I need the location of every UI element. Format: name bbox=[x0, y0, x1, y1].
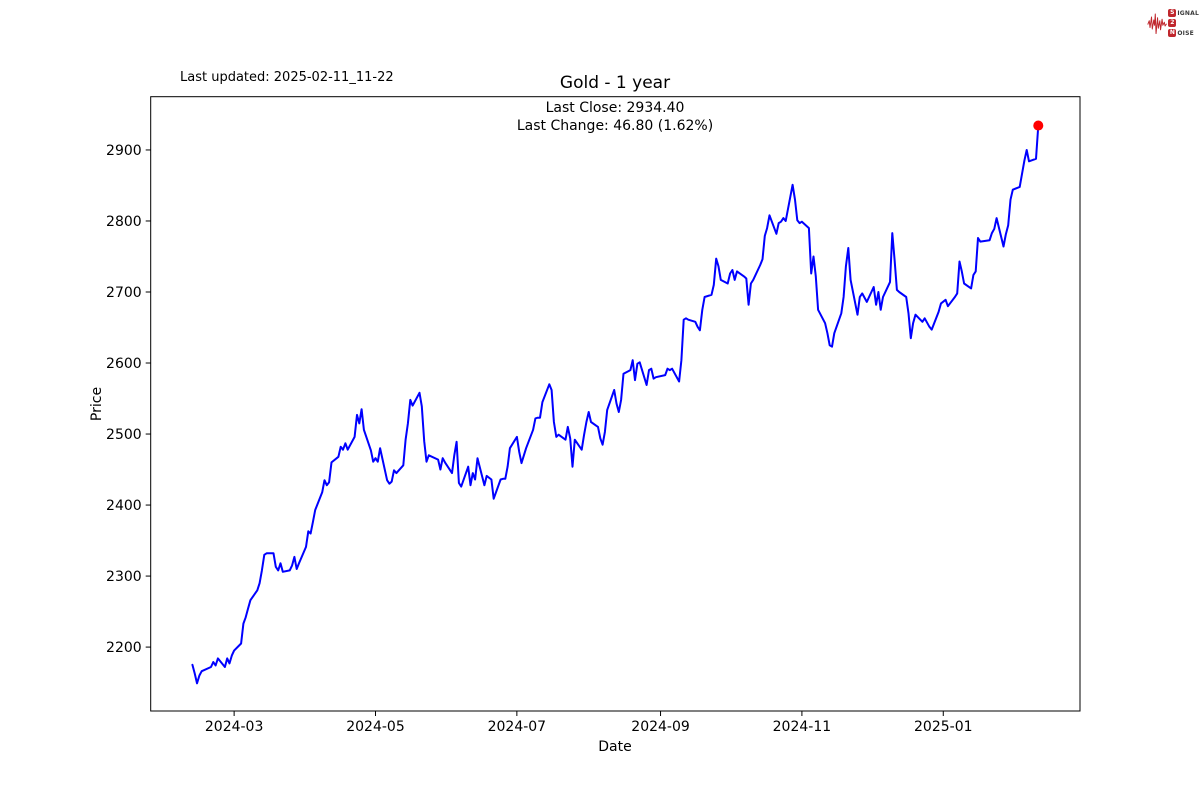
logo-badge-2: 2 bbox=[1168, 19, 1177, 27]
logo-row-2: 2 bbox=[1168, 19, 1199, 27]
last-updated-label: Last updated: 2025-02-11_11-22 bbox=[180, 70, 394, 85]
last-price-marker bbox=[1033, 120, 1044, 131]
x-tick-label: 2024-05 bbox=[346, 719, 405, 735]
x-tick-label: 2024-09 bbox=[631, 719, 690, 735]
axes-frame bbox=[150, 96, 1081, 712]
logo-wordmark: S IGNAL 2 N OISE bbox=[1168, 9, 1199, 37]
logo-row-signal: S IGNAL bbox=[1168, 9, 1199, 17]
logo-row-noise: N OISE bbox=[1168, 29, 1199, 37]
y-tick-label: 2800 bbox=[106, 214, 142, 230]
y-tick-label: 2500 bbox=[106, 427, 142, 443]
logo-text-ignal: IGNAL bbox=[1177, 9, 1199, 17]
logo-badge-s: S bbox=[1168, 9, 1177, 17]
y-tick-label: 2300 bbox=[106, 569, 142, 585]
price-line bbox=[191, 124, 1040, 685]
signal2noise-logo: S IGNAL 2 N OISE bbox=[1147, 4, 1199, 42]
y-tick-label: 2400 bbox=[106, 498, 142, 514]
logo-badge-n: N bbox=[1168, 29, 1177, 37]
x-tick-label: 2024-07 bbox=[488, 719, 547, 735]
y-tick-label: 2900 bbox=[106, 143, 142, 159]
y-tick-label: 2700 bbox=[106, 285, 142, 301]
x-tick-label: 2024-03 bbox=[205, 719, 264, 735]
last-close-annotation: Last Close: 2934.40 bbox=[545, 100, 685, 116]
y-tick-label: 2200 bbox=[106, 640, 142, 656]
x-axis-label: Date bbox=[598, 739, 632, 755]
x-tick-label: 2025-01 bbox=[914, 719, 973, 735]
chart-title: Gold - 1 year bbox=[559, 73, 671, 93]
y-axis-label: Price bbox=[89, 386, 105, 422]
last-change-annotation: Last Change: 46.80 (1.62%) bbox=[516, 118, 714, 134]
x-tick-label: 2024-11 bbox=[773, 719, 832, 735]
y-tick-label: 2600 bbox=[106, 356, 142, 372]
logo-text-oise: OISE bbox=[1177, 29, 1194, 37]
waveform-icon bbox=[1147, 13, 1167, 35]
